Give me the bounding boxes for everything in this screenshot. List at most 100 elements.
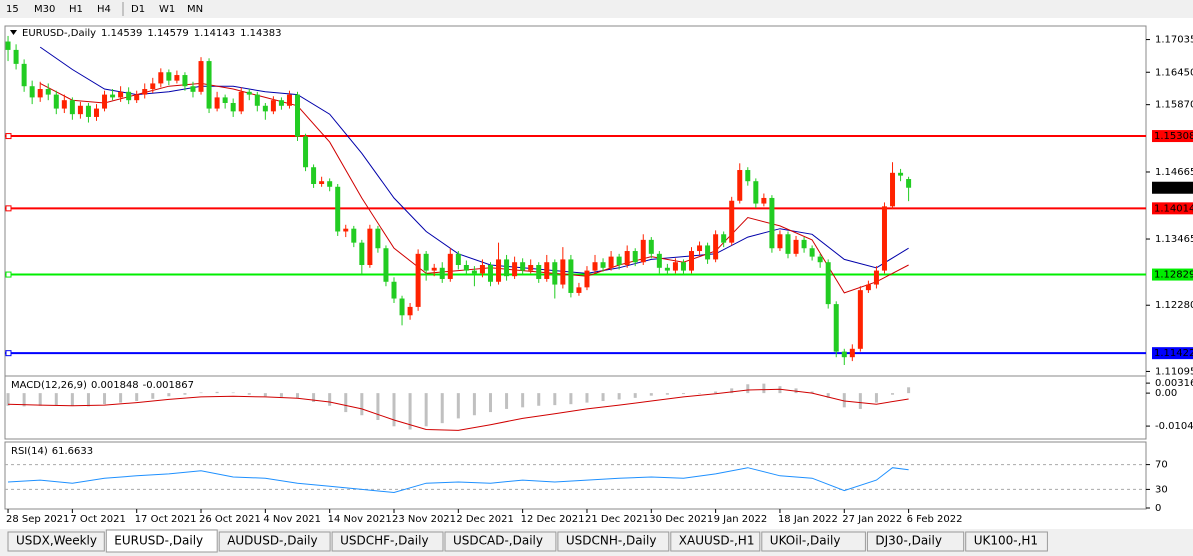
candle-body — [552, 262, 558, 285]
candle-body — [890, 172, 896, 207]
candle-body — [592, 262, 598, 271]
rsi-line — [7, 467, 909, 494]
timeframe-button[interactable]: MN — [187, 4, 203, 15]
candle-body — [463, 265, 469, 271]
tab-label: USDCNH-,Daily — [566, 534, 657, 548]
tab-bg — [331, 531, 444, 552]
x-tick-label: 21 Dec 2021 — [585, 514, 649, 525]
macd-bar — [86, 393, 90, 407]
header-value: -0.001867 — [143, 380, 194, 391]
level-handle — [5, 133, 12, 140]
tab-label: USDX,Weekly — [16, 534, 97, 548]
y-tick-label: 0.00 — [1155, 388, 1177, 399]
timeframe-button[interactable]: H4 — [97, 4, 111, 15]
candle-body — [335, 186, 341, 232]
candle-body — [737, 170, 743, 201]
toolbar — [0, 0, 1193, 18]
timeframe-button[interactable]: W1 — [159, 4, 175, 15]
y-tick-label: 1.16450 — [1155, 67, 1193, 78]
candle-body — [825, 262, 831, 305]
candle-body — [689, 251, 695, 271]
tab-label: AUDUSD-,Daily — [227, 534, 317, 548]
macd-bar — [730, 388, 734, 394]
timeframe-button[interactable]: H1 — [69, 4, 83, 15]
candle-body — [721, 234, 727, 243]
candle-body — [487, 265, 493, 282]
candle-body — [873, 270, 879, 285]
candle-body — [616, 256, 622, 266]
candle-body — [528, 265, 534, 271]
macd-bar — [698, 393, 702, 394]
macd-bar — [891, 393, 895, 395]
tab[interactable]: USDCHF-,Daily — [331, 531, 444, 552]
tab[interactable]: AUDUSD-,Daily — [218, 531, 331, 552]
candle-body — [680, 262, 686, 271]
candle-body — [504, 259, 510, 277]
x-tick-label: 23 Nov 2021 — [392, 514, 456, 525]
level-label: 1.15308 — [1154, 131, 1193, 142]
candle-body — [640, 239, 646, 263]
tab-label: DJ30-,Daily — [875, 534, 942, 548]
macd-bar — [537, 393, 541, 406]
tab[interactable]: USDCAD-,Daily — [444, 531, 557, 552]
candle-body — [118, 91, 124, 98]
x-tick-label: 12 Dec 2021 — [521, 514, 585, 525]
candle-body — [319, 181, 325, 184]
candle-body — [158, 72, 164, 84]
candle-body — [560, 259, 566, 285]
candle-body — [793, 239, 799, 254]
header-value: MACD(12,26,9) — [11, 380, 87, 391]
candle-body — [632, 251, 638, 263]
level-handle — [5, 271, 12, 278]
candle-body — [439, 267, 445, 279]
timeframe-button[interactable]: M30 — [34, 4, 55, 15]
macd-bar — [151, 393, 155, 399]
timeframe-button[interactable]: D1 — [131, 4, 145, 15]
macd-bar — [553, 393, 557, 406]
tab[interactable]: UKOil-,Daily — [761, 531, 866, 552]
header-value: 1.14383 — [240, 28, 281, 39]
x-tick-label: 18 Jan 2022 — [778, 514, 838, 525]
macd-bar — [907, 387, 911, 394]
candle-body — [182, 75, 188, 87]
indicator-header: RSI(14) 61.6633 — [11, 446, 93, 457]
candle-body — [13, 49, 19, 64]
tab[interactable]: USDCNH-,Daily — [557, 531, 670, 552]
chart-header: EURUSD-,Daily 1.14539 1.14579 1.14143 1.1438… — [22, 28, 281, 39]
rsi-panel — [4, 441, 1147, 510]
candle-body — [471, 270, 477, 274]
candle-body — [745, 170, 751, 182]
candle-body — [303, 136, 309, 168]
macd-bar — [103, 393, 107, 405]
candle-body — [801, 239, 807, 249]
macd-bar — [70, 393, 74, 406]
level-label: 1.11422 — [1154, 348, 1193, 359]
candle-body — [53, 94, 59, 109]
candle-body — [881, 206, 887, 271]
candle-body — [431, 267, 437, 271]
macd-bar — [263, 393, 267, 397]
tab[interactable]: EURUSD-,Daily — [105, 529, 218, 553]
macd-bar — [247, 393, 251, 395]
candle-body — [343, 228, 349, 232]
candle-body — [190, 86, 196, 92]
candle-body — [833, 304, 839, 352]
timeframe-button[interactable]: 15 — [6, 4, 19, 15]
macd-bar — [376, 393, 380, 420]
tab[interactable]: DJ30-,Daily — [866, 531, 965, 552]
tab[interactable]: XAUUSD-,H1 — [670, 531, 761, 552]
macd-bar — [505, 393, 509, 409]
macd-bar — [456, 393, 460, 419]
candle-body — [214, 97, 220, 109]
macd-panel — [4, 375, 1147, 440]
tab[interactable]: USDX,Weekly — [7, 531, 105, 552]
tab[interactable]: UK100-,H1 — [965, 531, 1048, 552]
macd-bar — [183, 393, 187, 395]
candle-body — [906, 179, 912, 188]
candle-body — [729, 200, 735, 243]
candle-body — [375, 228, 381, 249]
tab-label: USDCHF-,Daily — [340, 534, 428, 548]
candle-body — [672, 262, 678, 271]
x-tick-label: 17 Oct 2021 — [135, 514, 197, 525]
